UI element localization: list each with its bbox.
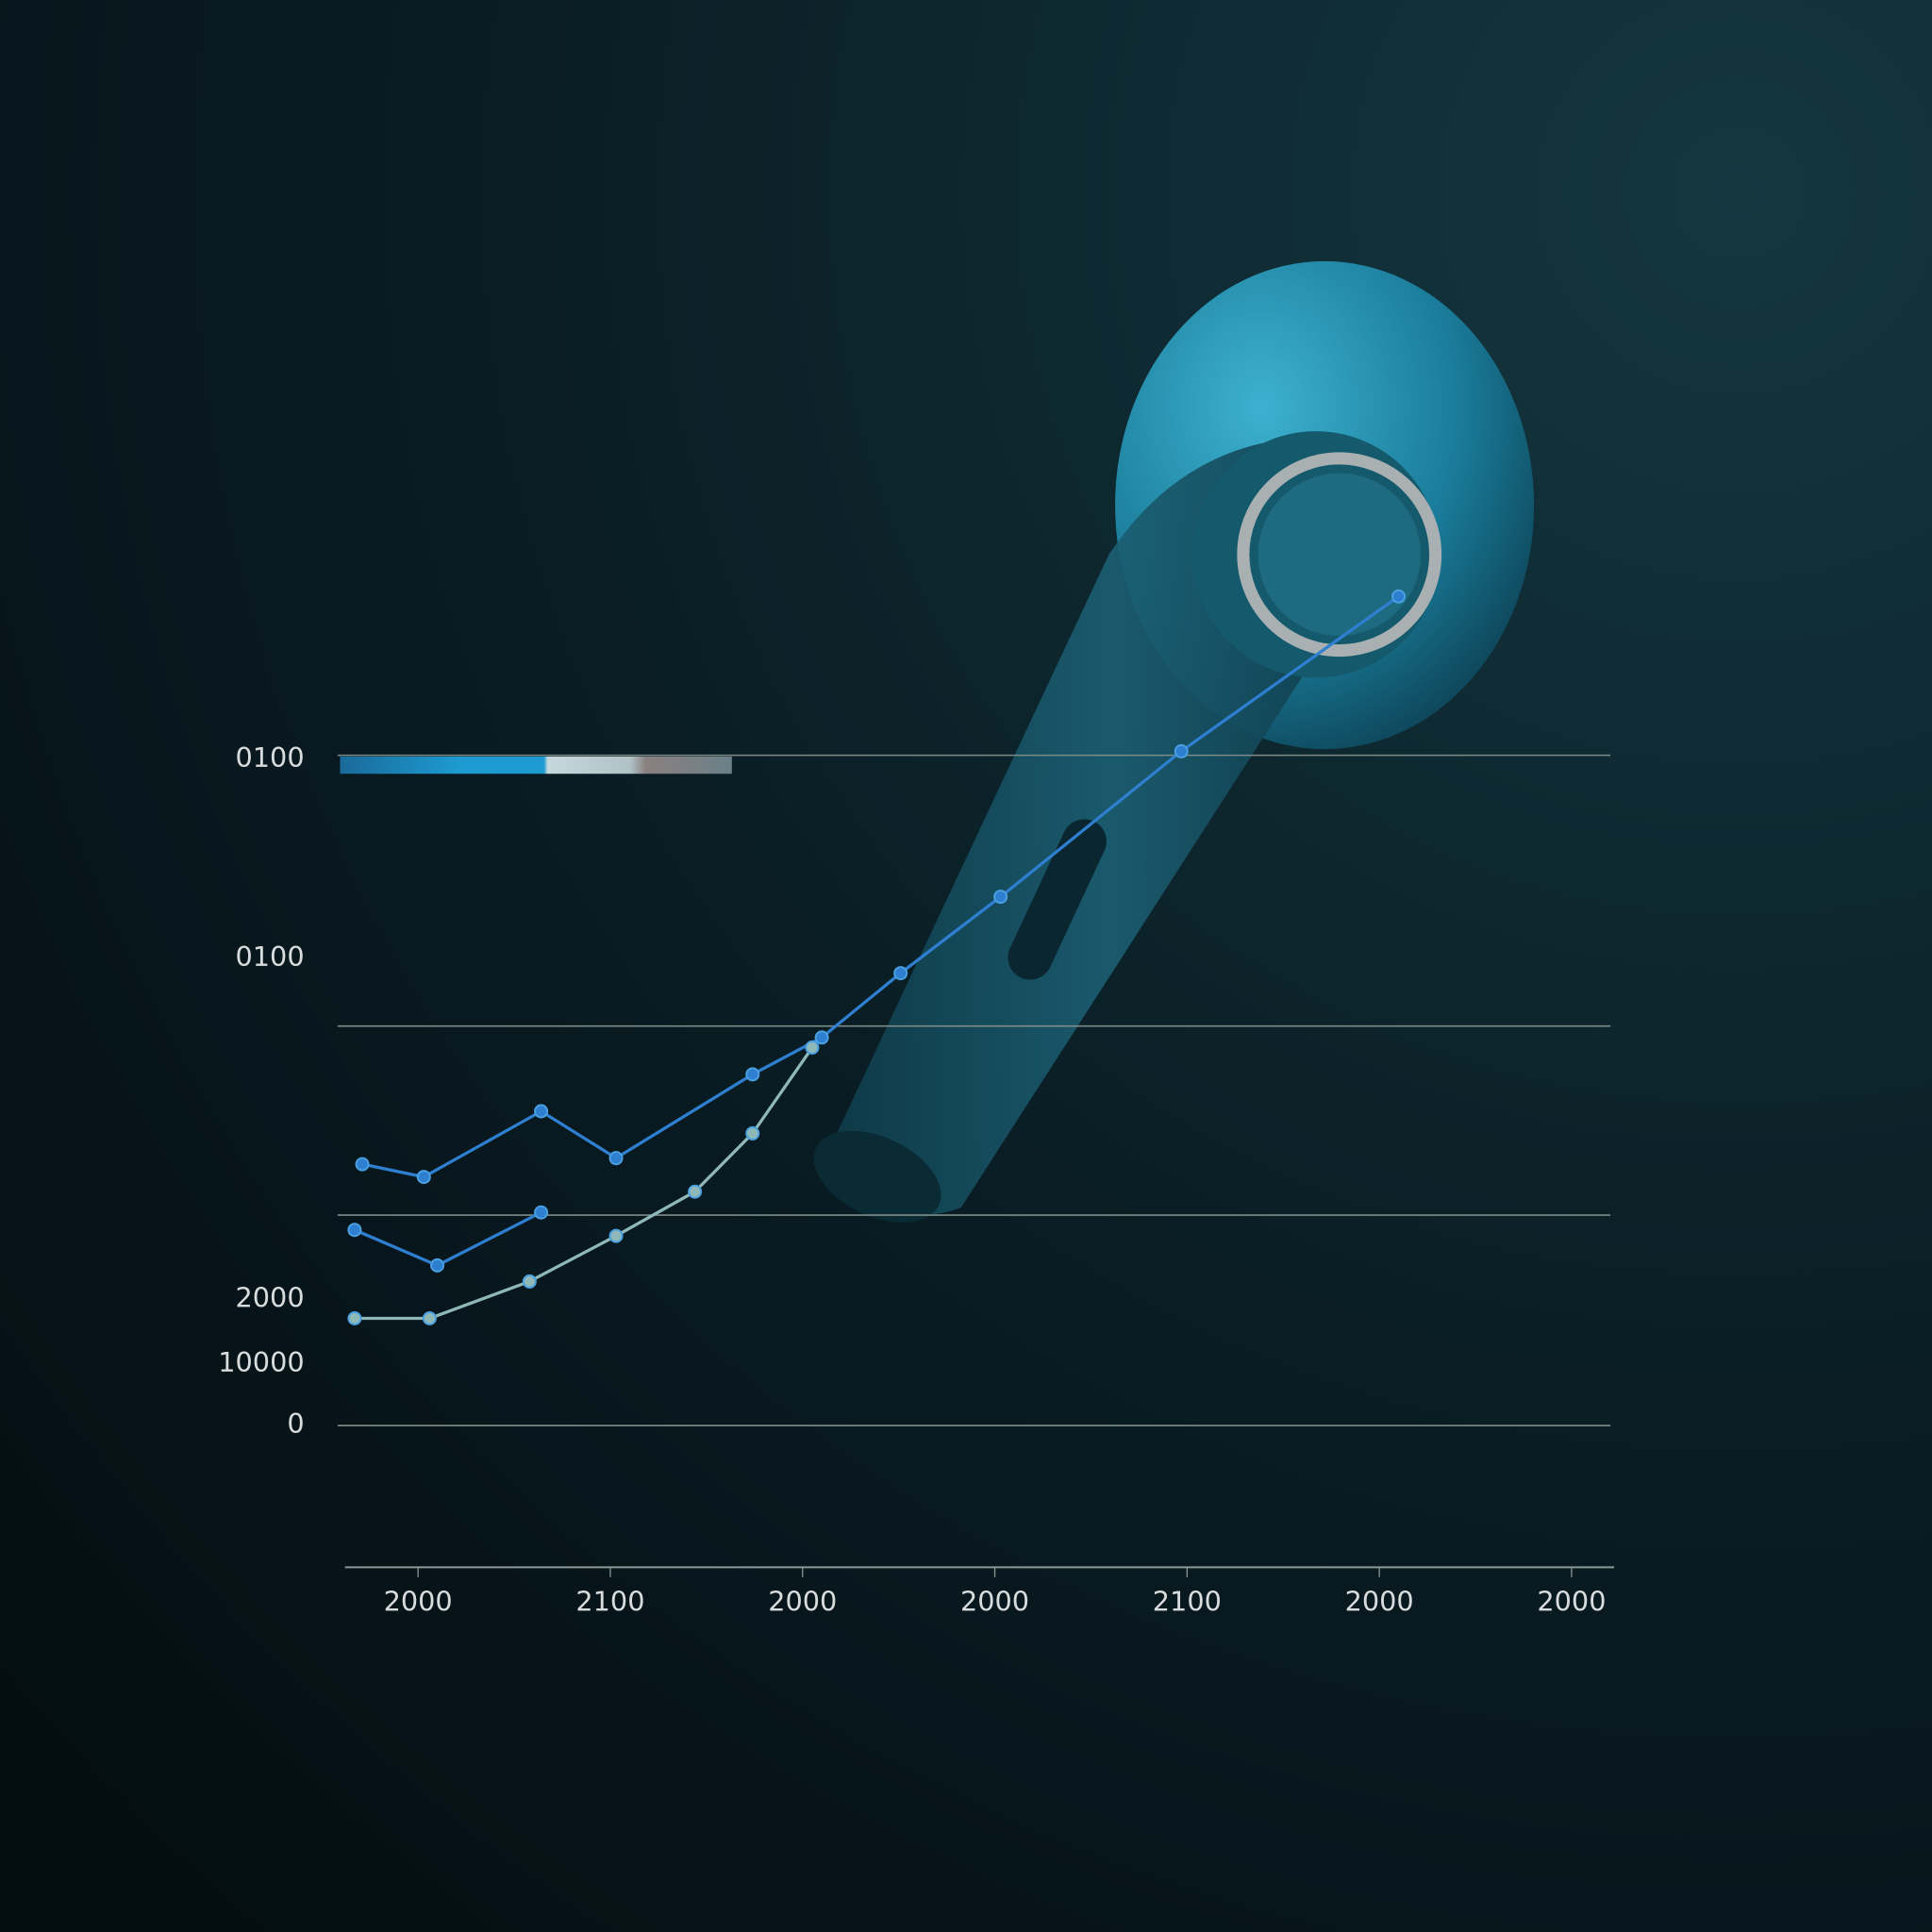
y-tick-label: 0100 — [236, 741, 305, 774]
x-tick-label: 2000 — [1537, 1585, 1606, 1617]
x-tick-label: 2000 — [1345, 1585, 1414, 1617]
data-point — [1174, 743, 1189, 758]
series-line — [361, 594, 1400, 1179]
data-point — [534, 1205, 549, 1220]
data-point — [893, 966, 908, 981]
data-point — [745, 1067, 760, 1082]
data-point — [814, 1030, 829, 1045]
y-tick-label: 10000 — [218, 1346, 304, 1378]
x-tick-label: 2000 — [384, 1585, 453, 1617]
x-tick-label: 2100 — [1153, 1585, 1222, 1617]
data-point — [608, 1151, 624, 1166]
data-point — [534, 1104, 549, 1119]
data-point — [355, 1157, 370, 1172]
color-bar — [340, 756, 732, 774]
y-tick-label: 2000 — [236, 1282, 305, 1314]
earbud — [813, 260, 1535, 1223]
y-tick-label: 0 — [287, 1407, 304, 1440]
data-point — [608, 1228, 624, 1243]
data-point — [347, 1310, 362, 1326]
x-tick-label: 2000 — [768, 1585, 837, 1617]
data-point — [347, 1223, 362, 1238]
data-point — [688, 1184, 703, 1199]
data-point — [993, 890, 1008, 905]
data-point — [745, 1125, 760, 1141]
data-point — [805, 1040, 820, 1055]
y-tick-label: 0100 — [236, 941, 305, 973]
data-point — [522, 1274, 537, 1289]
x-tick-label: 2100 — [575, 1585, 644, 1617]
data-point — [416, 1170, 431, 1185]
data-point — [430, 1257, 445, 1273]
data-point — [422, 1310, 437, 1326]
x-tick-label: 2000 — [960, 1585, 1029, 1617]
data-point — [1391, 589, 1407, 604]
